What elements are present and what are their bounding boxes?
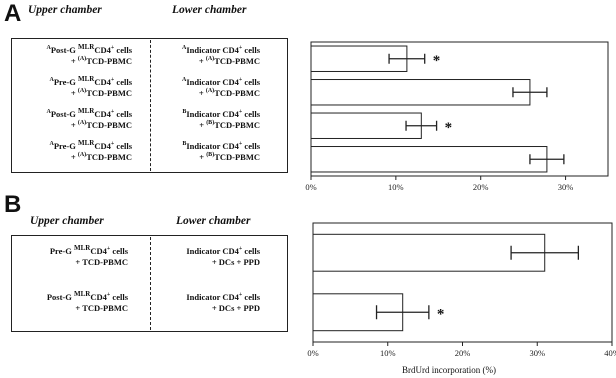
panel-b-x-tick-label: 10% [380, 348, 396, 358]
panel-b-x-tick-label: 30% [529, 348, 545, 358]
panel-b-row-2-lower-line2: + DCs + PPD [211, 303, 260, 313]
panel-a-row-4-upper-line1: APre-G MLRCD4+ cells [49, 139, 133, 151]
panel-b-row-1-lower-line1: Indicator CD4+ cells [186, 246, 260, 256]
panel-b-x-tick-label: 0% [307, 348, 318, 358]
panel-a-row-4-upper-line2: + (A)TCD-PBMC [70, 152, 132, 162]
panel-b-row-1-lower-line2: + DCs + PPD [211, 257, 260, 267]
panel-a-row-3-upper-line1: APost-G MLRCD4+ cells [46, 107, 133, 119]
panel-a-plot-frame [310, 41, 609, 177]
panel-b-plot-frame [312, 222, 613, 343]
panel-a-row-1-lower-line2: + (A)TCD-PBMC [198, 56, 260, 66]
panel-a-chamber-divider [150, 40, 151, 171]
panel-a-bar [310, 79, 531, 106]
panel-a-significance-mark: * [433, 53, 441, 69]
panel-a-row-4-upper: APre-G MLRCD4+ cells + (A)TCD-PBMC [16, 139, 133, 163]
panel-b-row-1-upper-line1: Pre-G MLRCD4+ cells [49, 244, 128, 256]
panel-a-row-2-lower-line1: AIndicator CD4+ cells [182, 77, 260, 87]
panel-b-bar [312, 233, 546, 272]
panel-a-bar [310, 146, 548, 173]
panel-a-row-1-upper-line2: + (A)TCD-PBMC [70, 56, 132, 66]
panel-a-row-4-lower-line1: BIndicator CD4+ cells [182, 141, 260, 151]
panel-b-x-tick-label: 20% [455, 348, 471, 358]
panel-a-row-1-upper: APost-G MLRCD4+ cells + (A)TCD-PBMC [16, 43, 133, 67]
panel-a-letter: A [4, 0, 22, 27]
panel-a-row-1-lower-line1: AIndicator CD4+ cells [182, 45, 260, 55]
panel-a-row-3-lower-line1: BIndicator CD4+ cells [182, 109, 260, 119]
panel-b-row-1-upper: Pre-G MLRCD4+ cells + TCD-PBMC [16, 244, 128, 268]
panel-a-row-3-upper-line2: + (A)TCD-PBMC [70, 120, 132, 130]
panel-b-x-axis-label: BrdUrd incorporation (%) [402, 365, 496, 375]
panel-a-row-1-lower: AIndicator CD4+ cells + (A)TCD-PBMC [152, 45, 260, 67]
panel-b-x-tick-label: 40% [604, 348, 616, 358]
panel-a-row-3-upper: APost-G MLRCD4+ cells + (A)TCD-PBMC [16, 107, 133, 131]
panel-a-x-tick-label: 0% [305, 182, 316, 192]
panel-b-row-2-upper-line1: Post-G MLRCD4+ cells [46, 290, 128, 302]
panel-a-row-2-upper-line2: + (A)TCD-PBMC [70, 88, 132, 98]
panel-b-upper-chamber-header: Upper chamber [30, 215, 104, 227]
panel-a-bar [310, 45, 408, 72]
panel-a-row-3-lower-line2: + (B)TCD-PBMC [199, 120, 260, 130]
panel-a-lower-chamber-header: Lower chamber [172, 4, 247, 16]
panel-b-row-2-lower: Indicator CD4+ cells + DCs + PPD [152, 292, 260, 314]
panel-b-significance-mark: * [437, 306, 445, 322]
panel-b-letter: B [4, 191, 22, 218]
panel-b-chamber-divider [150, 237, 151, 330]
panel-a-conditions-table [11, 38, 288, 173]
panel-a-row-2-lower-line2: + (A)TCD-PBMC [198, 88, 260, 98]
panel-b-row-2-lower-line1: Indicator CD4+ cells [186, 292, 260, 302]
panel-a-significance-mark: * [445, 120, 453, 136]
panel-b-lower-chamber-header: Lower chamber [176, 215, 251, 227]
panel-a-upper-chamber-header: Upper chamber [28, 4, 102, 16]
panel-a-row-4-lower: BIndicator CD4+ cells + (B)TCD-PBMC [152, 141, 260, 163]
panel-b-row-2-upper-line2: + TCD-PBMC [75, 303, 128, 313]
panel-a-row-2-upper-line1: APre-G MLRCD4+ cells [49, 75, 133, 87]
panel-b-row-1-lower: Indicator CD4+ cells + DCs + PPD [152, 246, 260, 268]
panel-b-row-2-upper: Post-G MLRCD4+ cells + TCD-PBMC [16, 290, 128, 314]
panel-b-conditions-table [11, 235, 288, 332]
panel-a-row-1-upper-line1: APost-G MLRCD4+ cells [46, 43, 133, 55]
panel-a-row-2-upper: APre-G MLRCD4+ cells + (A)TCD-PBMC [16, 75, 133, 99]
panel-a-bar [310, 112, 422, 139]
panel-a-x-tick-label: 10% [388, 182, 404, 192]
panel-a-row-3-lower: BIndicator CD4+ cells + (B)TCD-PBMC [152, 109, 260, 131]
panel-a-x-tick-label: 20% [473, 182, 489, 192]
panel-a-x-tick-label: 30% [558, 182, 574, 192]
panel-b-bar [312, 293, 404, 332]
panel-a-row-4-lower-line2: + (B)TCD-PBMC [199, 152, 260, 162]
panel-b-row-1-upper-line2: + TCD-PBMC [75, 257, 128, 267]
panel-a-row-2-lower: AIndicator CD4+ cells + (A)TCD-PBMC [152, 77, 260, 99]
